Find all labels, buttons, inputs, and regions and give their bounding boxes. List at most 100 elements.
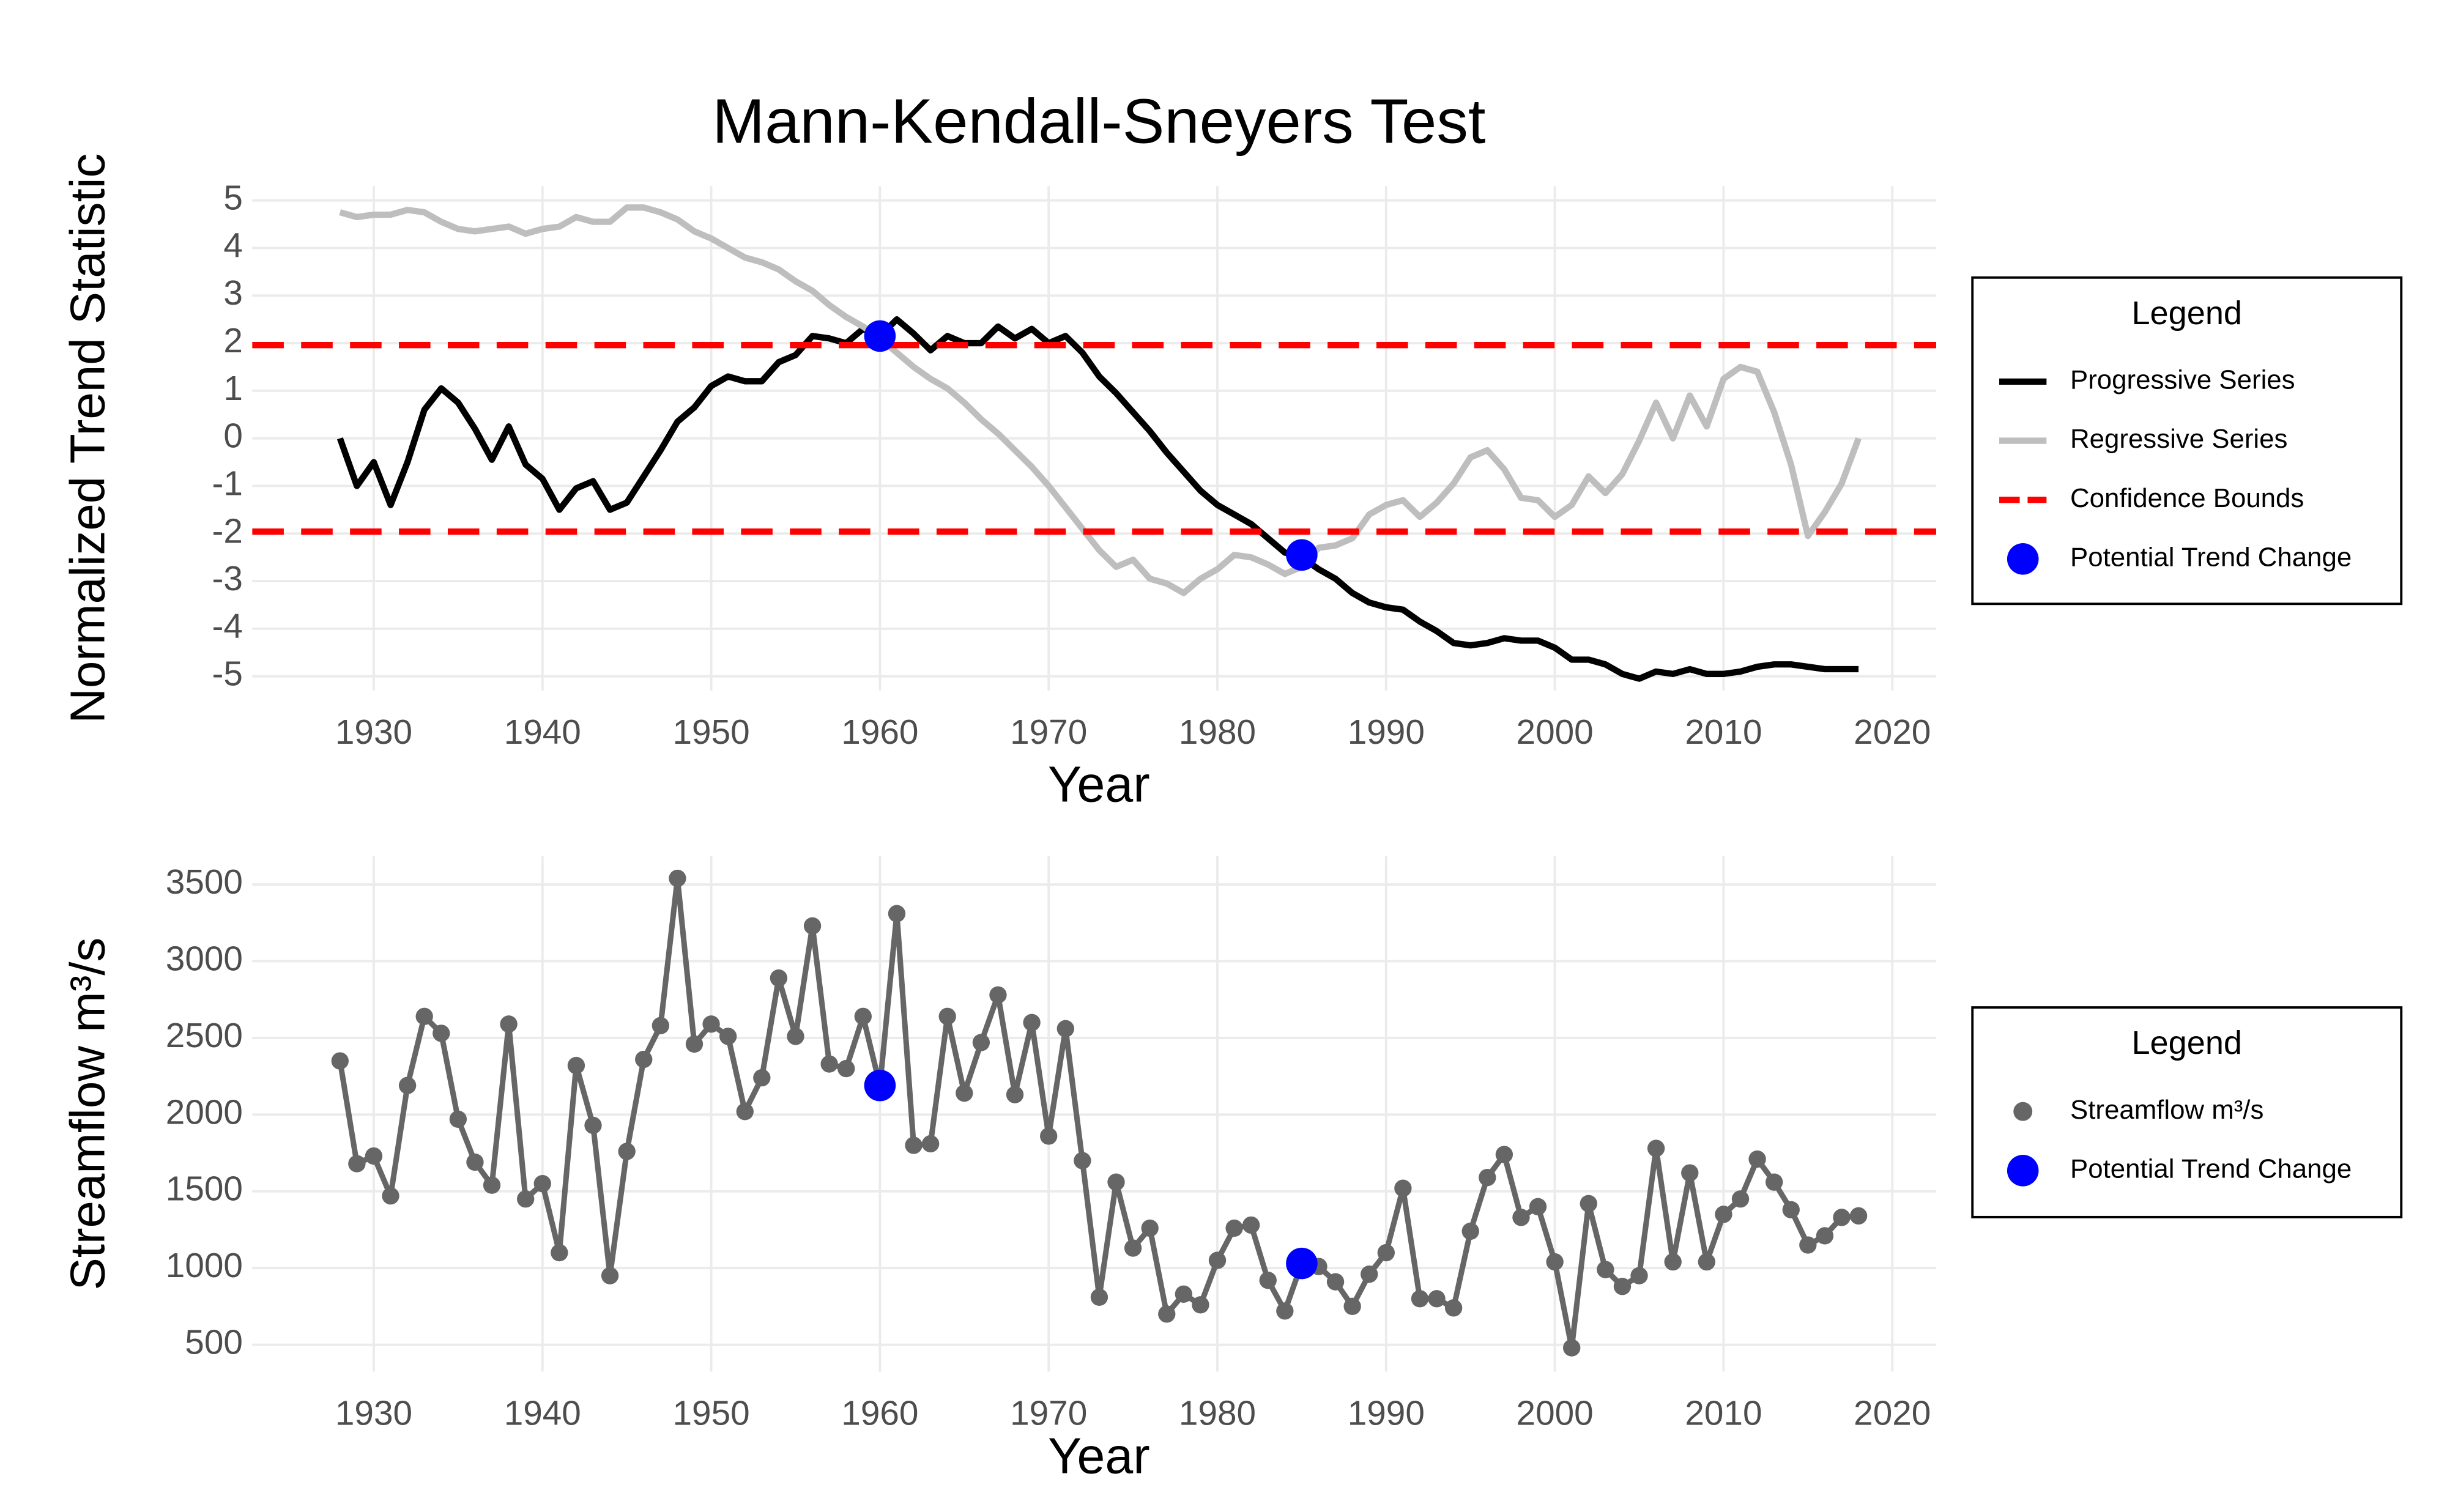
data-point [1546,1253,1564,1271]
data-point [500,1015,518,1033]
x-tick-label: 1990 [1348,713,1425,752]
data-point [1630,1267,1648,1284]
data-point [685,1035,704,1053]
x-tick-label: 1980 [1179,713,1256,752]
data-point [1495,1146,1513,1163]
data-point [1681,1164,1699,1182]
legend-key [2007,543,2039,575]
data-point [1731,1190,1750,1208]
legend-label: Potential Trend Change [2070,1154,2352,1184]
data-point [972,1034,990,1051]
data-point [449,1110,467,1128]
x-tick-label: 2020 [1854,713,1931,752]
data-point [719,1028,737,1045]
y-tick-label: -3 [212,560,243,598]
y-tick-label: 2500 [166,1017,243,1055]
y-tick-label: 3500 [166,863,243,902]
legend-label: Potential Trend Change [2070,542,2352,572]
legend-title: Legend [2131,295,2242,332]
data-point [618,1143,636,1160]
y-tick-label: 500 [185,1324,243,1362]
data-point [1563,1339,1581,1357]
x-tick-label: 2010 [1685,713,1762,752]
data-point [1175,1285,1193,1303]
data-point [1343,1297,1361,1316]
data-point [702,1015,720,1033]
data-point [1225,1219,1243,1237]
data-point [1006,1086,1024,1103]
data-point [803,917,822,935]
data-point [1259,1272,1277,1289]
series-line [336,316,1859,682]
x-tick-label: 1930 [335,713,412,752]
legend-label: Streamflow m³/s [2070,1095,2263,1125]
data-point [1444,1299,1463,1317]
data-point [1529,1198,1547,1215]
data-point [1597,1261,1614,1278]
x-tick-label: 1940 [504,713,581,752]
y-tick-label: -4 [212,607,243,646]
trend-change-point [864,1069,896,1102]
data-point [1326,1273,1345,1291]
data-point [1816,1227,1834,1245]
x-tick-label: 2020 [1854,1395,1931,1433]
chart-title: Mann-Kendall-Sneyers Test [712,86,1485,157]
data-point [820,1055,838,1073]
data-point [483,1176,501,1194]
x-tick-label: 1960 [841,713,918,752]
y-tick-label: -1 [212,464,243,503]
x-tick-label: 2000 [1517,1395,1594,1433]
data-point [1040,1127,1058,1145]
data-point [1107,1173,1125,1191]
data-point [567,1056,585,1075]
data-point [382,1187,399,1205]
y-tick-label: -2 [212,512,243,550]
data-point [905,1136,923,1154]
y-tick-label: 1500 [166,1170,243,1209]
data-point [854,1007,872,1025]
trend-change-point [864,320,896,352]
data-point [348,1155,366,1173]
data-point [1715,1206,1732,1223]
data-point [736,1103,754,1121]
data-point [1141,1219,1159,1237]
legend-box [1971,1006,2403,1218]
data-point [1394,1179,1412,1197]
y-axis-label: Streamflow m³/s [61,938,115,1291]
data-point [1580,1195,1597,1212]
data-point [1023,1014,1041,1031]
y-tick-label: 4 [223,226,243,265]
data-point [1849,1207,1868,1225]
x-tick-label: 1990 [1348,1395,1425,1433]
data-point [1782,1201,1800,1218]
data-point [1647,1140,1665,1157]
data-point [1242,1216,1260,1234]
data-point [533,1175,551,1193]
legend-key [2013,1102,2033,1121]
data-point [551,1243,568,1262]
data-point [1479,1168,1496,1187]
data-point [938,1007,956,1025]
data-point [787,1028,804,1045]
data-point [1090,1288,1108,1306]
data-point [1158,1305,1176,1323]
data-point [989,986,1007,1004]
y-tick-label: -5 [212,655,243,694]
data-point [753,1069,771,1087]
x-tick-label: 1980 [1179,1395,1256,1433]
series-line [339,204,1862,596]
data-point [1411,1290,1429,1308]
x-axis-label: Year [1048,757,1150,813]
data-point [1461,1222,1479,1240]
y-tick-label: 1 [223,369,243,408]
data-point [770,969,788,987]
data-point [331,1052,349,1070]
data-point [466,1153,484,1171]
data-point [1208,1251,1227,1269]
x-tick-label: 1970 [1010,1395,1087,1433]
data-point [415,1007,433,1025]
data-point [1428,1290,1446,1308]
data-point [433,1025,450,1042]
data-point [1698,1253,1716,1271]
data-point [921,1135,940,1153]
